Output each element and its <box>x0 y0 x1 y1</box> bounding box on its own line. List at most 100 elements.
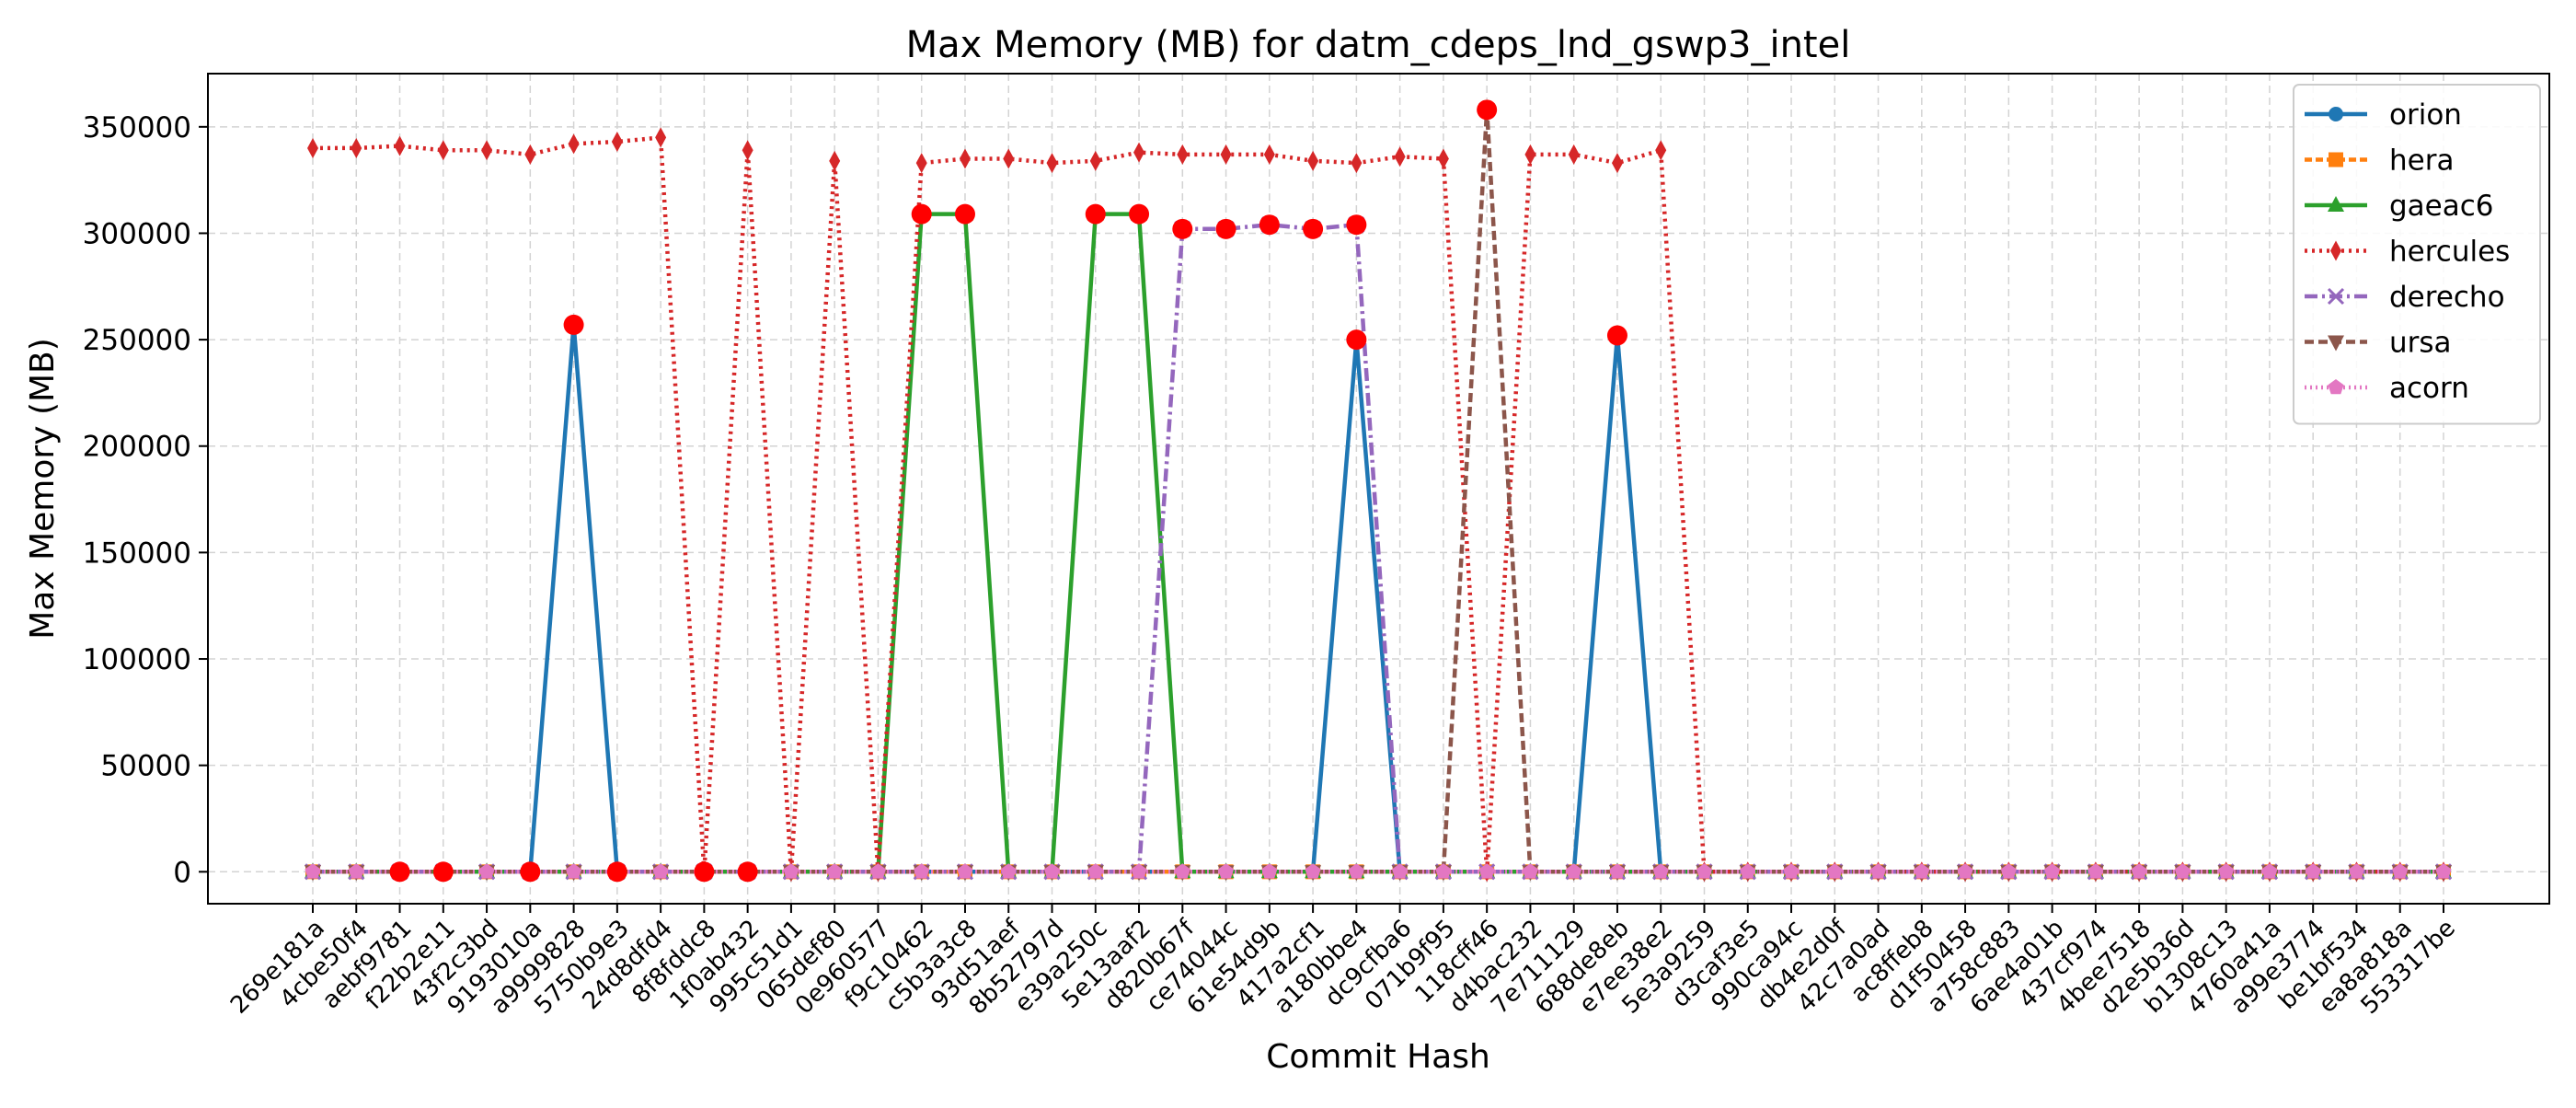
data-point-acorn <box>305 863 321 879</box>
highlight-point <box>1172 218 1193 239</box>
highlight-point <box>606 861 627 883</box>
data-point-hercules <box>524 144 536 165</box>
data-point-acorn <box>652 863 669 879</box>
data-point-hercules <box>1611 153 1623 174</box>
legend-item-derecho: derecho <box>2305 281 2505 314</box>
y-tick-label: 300000 <box>83 217 191 250</box>
data-point-acorn <box>1435 863 1452 879</box>
data-point-acorn <box>2218 863 2235 879</box>
legend-item-orion: orion <box>2305 98 2462 132</box>
data-point-acorn <box>2087 863 2104 879</box>
data-point-acorn <box>1566 863 1582 879</box>
data-point-acorn <box>783 863 799 879</box>
data-point-acorn <box>2392 863 2409 879</box>
y-tick-label: 350000 <box>83 111 191 144</box>
legend-marker-ursa <box>2328 335 2344 352</box>
series-line-hercules <box>313 135 2444 874</box>
chart-title: Max Memory (MB) for datm_cdeps_lnd_gswp3… <box>906 24 1851 66</box>
data-point-acorn <box>1174 863 1190 879</box>
y-tick-label: 200000 <box>83 431 191 464</box>
series-orion <box>305 317 2451 880</box>
data-point-acorn <box>1609 863 1626 879</box>
axis-layer: 0 50000 100000 150000 200000 250000 300000 3500… <box>83 111 2461 1021</box>
data-point-acorn <box>1261 863 1278 879</box>
legend-item-ursa: ursa <box>2305 327 2452 360</box>
legend-label-acorn: acorn <box>2389 372 2469 405</box>
data-point-hercules <box>351 137 362 158</box>
legend-label-hercules: hercules <box>2389 236 2510 269</box>
data-point-acorn <box>2435 863 2452 879</box>
legend-marker-hera <box>2329 152 2343 167</box>
data-point-acorn <box>2261 863 2278 879</box>
data-point-acorn <box>1652 863 1669 879</box>
data-point-hercules <box>1133 142 1145 163</box>
data-point-acorn <box>1348 863 1364 879</box>
legend-item-acorn: acorn <box>2305 372 2469 405</box>
data-point-hercules <box>1568 144 1580 165</box>
data-point-hercules <box>1046 153 1058 174</box>
highlight-point <box>1606 325 1627 346</box>
highlight-point <box>737 861 758 883</box>
highlight-point <box>563 314 584 335</box>
data-point-hercules <box>655 127 667 148</box>
y-tick-label: 50000 <box>100 750 191 783</box>
highlight-point <box>694 861 715 883</box>
series-hercules <box>307 127 2449 883</box>
data-point-acorn <box>1000 863 1017 879</box>
series-line-orion <box>313 322 2444 874</box>
highlight-point <box>954 203 975 225</box>
highlight-point <box>1215 218 1236 239</box>
plot-frame <box>207 73 2550 905</box>
data-point-hercules <box>915 153 927 174</box>
data-point-acorn <box>1957 863 1973 879</box>
grid-layer <box>208 74 2549 904</box>
data-point-acorn <box>914 863 930 879</box>
data-point-hercules <box>1524 144 1536 165</box>
highlight-point <box>1129 203 1150 225</box>
data-point-hercules <box>394 135 406 156</box>
data-point-hercules <box>437 140 449 161</box>
data-point-acorn <box>1305 863 1321 879</box>
data-point-acorn <box>1131 863 1147 879</box>
y-tick-label: 250000 <box>83 324 191 357</box>
highlight-layer <box>389 99 1627 883</box>
data-point-acorn <box>826 863 843 879</box>
data-point-acorn <box>2000 863 2017 879</box>
x-axis-label: Commit Hash <box>1266 1038 1490 1076</box>
data-point-hercules <box>829 150 841 171</box>
data-point-hercules <box>742 140 753 161</box>
data-point-hercules <box>959 148 971 169</box>
data-point-hercules <box>1003 148 1015 169</box>
data-point-acorn <box>1392 863 1409 879</box>
legend-marker-orion <box>2329 107 2343 121</box>
highlight-point <box>1259 214 1280 236</box>
data-point-acorn <box>1218 863 1235 879</box>
data-point-hercules <box>1437 148 1449 169</box>
legend-marker-derecho <box>2327 287 2345 306</box>
data-point-hercules <box>1351 153 1363 174</box>
data-point-hercules <box>1655 140 1667 161</box>
data-point-acorn <box>957 863 973 879</box>
legend-item-hercules: hercules <box>2305 236 2510 269</box>
series-line-derecho <box>313 222 2444 874</box>
highlight-point <box>911 203 932 225</box>
data-point-hercules <box>611 132 623 153</box>
data-point-acorn <box>478 863 495 879</box>
highlight-point <box>1085 203 1106 225</box>
legend: orion hera gaeac6 hercules derecho ursa acorn <box>2293 84 2541 425</box>
legend-marker-acorn <box>2328 379 2344 395</box>
highlight-point <box>1303 218 1324 239</box>
highlight-point <box>389 861 410 883</box>
legend-label-derecho: derecho <box>2389 281 2505 314</box>
y-tick-label: 100000 <box>83 643 191 676</box>
data-point-acorn <box>1696 863 1712 879</box>
legend-marker-gaeac6 <box>2328 196 2344 212</box>
series-derecho <box>304 216 2453 881</box>
highlight-point <box>1346 214 1367 236</box>
series-ursa <box>305 103 2452 882</box>
legend-label-orion: orion <box>2389 98 2462 132</box>
data-point-hercules <box>1089 150 1101 171</box>
data-point-acorn <box>2348 863 2364 879</box>
data-point-acorn <box>1870 863 1887 879</box>
